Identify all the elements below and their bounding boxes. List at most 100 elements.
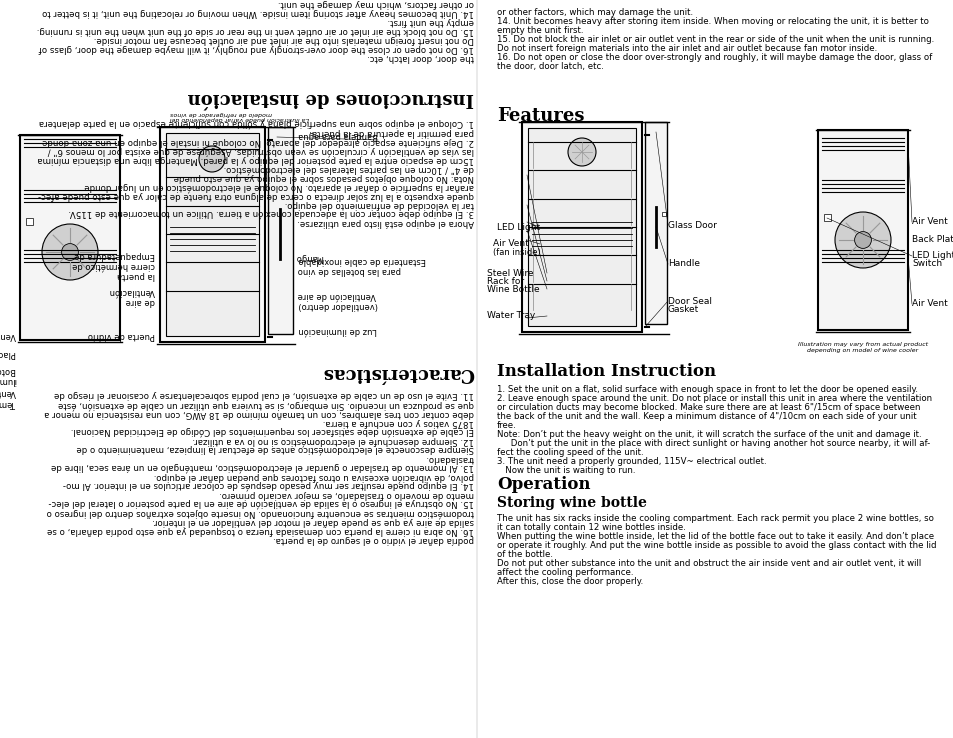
Text: 15. Do not block the air inlet or air outlet vent in the rear or side of the uni: 15. Do not block the air inlet or air ou… xyxy=(497,35,933,44)
Text: or other factors, which may damage the unit.: or other factors, which may damage the u… xyxy=(277,0,474,8)
Text: (fan inside): (fan inside) xyxy=(493,247,540,257)
Text: Switch: Switch xyxy=(911,260,942,269)
Text: 13. Al momento de trasladar o guardar el electrodoméstico, manténgalo en un área: 13. Al momento de trasladar o guardar el… xyxy=(51,463,474,472)
Bar xyxy=(644,122,666,324)
Text: After this, close the door properly.: After this, close the door properly. xyxy=(497,577,642,586)
Text: para las botellas de vino: para las botellas de vino xyxy=(297,266,401,275)
Circle shape xyxy=(567,138,596,166)
Text: Nota: No coloque objetos pesados sobre el equipo ya que esto puede: Nota: No coloque objetos pesados sobre e… xyxy=(173,173,474,182)
Circle shape xyxy=(199,146,225,172)
Text: 2. Leave enough space around the unit. Do not place or install this unit in area: 2. Leave enough space around the unit. D… xyxy=(497,394,931,403)
Text: Features: Features xyxy=(497,107,584,125)
Bar xyxy=(521,122,641,332)
Text: El cable de extensión debe satisfacer los requerimientos del Código de Electrici: El cable de extensión debe satisfacer lo… xyxy=(71,427,474,436)
Text: empty the unit first.: empty the unit first. xyxy=(497,26,583,35)
Bar xyxy=(26,218,33,225)
Text: Ventilación de aire: Ventilación de aire xyxy=(0,331,16,340)
Text: trasladarlo.: trasladarlo. xyxy=(425,454,474,463)
Circle shape xyxy=(42,224,98,280)
Text: cierre hermético de: cierre hermético de xyxy=(72,261,154,270)
Text: the back of the unit and the wall. Keep a minimum distance of 4"/10cm on each si: the back of the unit and the wall. Keep … xyxy=(497,412,916,421)
Text: Note: Don’t put the heavy weight on the unit, it will scratch the surface of the: Note: Don’t put the heavy weight on the … xyxy=(497,430,921,439)
Text: Ventilación de aire: Ventilación de aire xyxy=(297,291,376,300)
Text: empty the unit first.: empty the unit first. xyxy=(387,17,474,26)
Text: que se produzca un incendio. Sin embargo, si se tuviera que utilizar un cable de: que se produzca un incendio. Sin embargo… xyxy=(58,399,474,409)
Bar xyxy=(527,128,636,326)
Text: 16. Do not open or close the door over-strongly and roughly, it will maybe damag: 16. Do not open or close the door over-s… xyxy=(497,53,931,62)
Bar xyxy=(661,212,665,216)
Text: las vías de ventilación y circulación se vean obstruidas. Asegúrese de que exist: las vías de ventilación y circulación se… xyxy=(48,145,474,155)
Text: 1. Set the unit on a flat, solid surface with enough space in front to let the d: 1. Set the unit on a flat, solid surface… xyxy=(497,385,917,394)
Text: 14. Unit becomes heavy after storing item inside. When moving or relocating the : 14. Unit becomes heavy after storing ite… xyxy=(497,17,928,26)
Text: Gasket: Gasket xyxy=(667,305,699,314)
Text: 16. No abra ni cierre la puerta con demasiada fuerza o tosquedad ya que esto pod: 16. No abra ni cierre la puerta con dema… xyxy=(47,526,474,535)
Text: fect the cooling speed of the unit.: fect the cooling speed of the unit. xyxy=(497,448,643,457)
Bar xyxy=(166,133,258,336)
Text: Ventilación: Ventilación xyxy=(0,388,16,397)
Text: de aire: de aire xyxy=(126,297,154,306)
Text: Operation: Operation xyxy=(497,476,590,493)
Text: or other factors, which may damage the unit.: or other factors, which may damage the u… xyxy=(497,8,693,17)
Bar xyxy=(160,127,265,342)
Text: de 4" / 10cm en las partes laterales del electrodoméstico.: de 4" / 10cm en las partes laterales del… xyxy=(223,164,474,173)
Text: Installation Instruction: Installation Instruction xyxy=(497,363,716,380)
Text: Instrucciones de instalación: Instrucciones de instalación xyxy=(188,89,474,107)
Text: salida de aire ya que se puede dañar el motor del ventilador en el interior.: salida de aire ya que se puede dañar el … xyxy=(152,517,474,526)
Text: 15. Do not block the air inlet or air outlet vent in the rear or side of the uni: 15. Do not block the air inlet or air ou… xyxy=(37,26,474,35)
Text: Estantería de cable inoxidable: Estantería de cable inoxidable xyxy=(297,256,425,265)
Text: Handle: Handle xyxy=(667,260,700,269)
Text: 11. Evite el uso de un cable de extensión, el cual podría sobrecalentarse y ocas: 11. Evite el uso de un cable de extensió… xyxy=(54,390,474,400)
Text: Bandeja para agua: Bandeja para agua xyxy=(297,131,377,140)
Text: Illustration may vary from actual product
depending on model of wine cooler: Illustration may vary from actual produc… xyxy=(797,342,927,353)
Text: Back Plate: Back Plate xyxy=(911,235,953,244)
Text: Now the unit is waiting to run.: Now the unit is waiting to run. xyxy=(497,466,635,475)
Text: Rack for: Rack for xyxy=(486,277,523,286)
Text: Puerta de vidrio: Puerta de vidrio xyxy=(88,331,154,340)
Text: 1. Coloque el equipo sobre una superficie plana y sólida con suficiente espacio : 1. Coloque el equipo sobre una superfici… xyxy=(39,119,474,128)
Text: 15. No obstruya el ingreso o la salida de ventilación de aire en la parte poster: 15. No obstruya el ingreso o la salida d… xyxy=(49,498,474,508)
Text: the door, door latch, etc.: the door, door latch, etc. xyxy=(367,53,474,62)
Circle shape xyxy=(854,232,870,249)
Text: mento de moverlo o trasladarlo, es mejor vaciarlo primero.: mento de moverlo o trasladarlo, es mejor… xyxy=(219,490,474,499)
Text: The unit has six racks inside the cooling compartment. Each rack permit you plac: The unit has six racks inside the coolin… xyxy=(497,514,933,523)
Bar xyxy=(20,135,120,340)
Text: Glass Door: Glass Door xyxy=(667,221,716,230)
Text: Air Vent: Air Vent xyxy=(911,218,946,227)
Text: 16. Do not open or close the door over-strongly and roughly, it will maybe damag: 16. Do not open or close the door over-s… xyxy=(39,44,474,53)
Text: When putting the wine bottle inside, let the lid of the bottle face out to take : When putting the wine bottle inside, let… xyxy=(497,532,933,541)
Text: Siempre desconecte el electrodoméstico antes de efectuar la limpieza, mantenimie: Siempre desconecte el electrodoméstico a… xyxy=(76,444,474,454)
Text: 1875 vatios y con enchufe a tierra.: 1875 vatios y con enchufe a tierra. xyxy=(322,418,474,427)
Text: Botón de luz de: Botón de luz de xyxy=(0,366,16,375)
Text: quede expuesto a la luz solar directa o cerca de alguna otra fuente de calor ya : quede expuesto a la luz solar directa o … xyxy=(38,191,474,200)
Circle shape xyxy=(834,212,890,268)
Text: Do not insert foreign materials into the air inlet and air outlet because fan mo: Do not insert foreign materials into the… xyxy=(93,35,474,44)
Text: 12. Siempre desenchufe el electrodoméstico si no lo va a utilizar.: 12. Siempre desenchufe el electrodomésti… xyxy=(193,435,474,445)
Text: 14. Unit becomes heavy after storing item inside. When moving or relocating the : 14. Unit becomes heavy after storing ite… xyxy=(42,8,474,17)
Text: Wine Bottle: Wine Bottle xyxy=(486,285,539,294)
Text: Do not put other substance into the unit and obstruct the air inside vent and ai: Do not put other substance into the unit… xyxy=(497,559,921,568)
Text: affect the cooling performance.: affect the cooling performance. xyxy=(497,568,633,577)
Text: of the bottle.: of the bottle. xyxy=(497,550,553,559)
Text: Temperatura del: Temperatura del xyxy=(0,399,16,408)
Text: Características: Características xyxy=(321,364,474,382)
Text: 15cm de espacio entre la parte posterior del equipo y la pared. Mantenga libre u: 15cm de espacio entre la parte posterior… xyxy=(37,155,474,164)
Text: 14. El equipo puede resultar ser muy pesado después de colocar artículos en el i: 14. El equipo puede resultar ser muy pes… xyxy=(63,480,474,490)
Text: Don’t put the unit in the place with direct sunlight or having another hot sourc: Don’t put the unit in the place with dir… xyxy=(497,439,929,448)
Text: Air Vent: Air Vent xyxy=(911,300,946,308)
Text: Mango: Mango xyxy=(294,253,323,262)
Text: Do not insert foreign materials into the air inlet and air outlet because fan mo: Do not insert foreign materials into the… xyxy=(497,44,877,53)
Text: Placa posterior: Placa posterior xyxy=(0,349,16,358)
Text: or circulation ducts may become blocked. Make sure there are at least 6"/15cm of: or circulation ducts may become blocked.… xyxy=(497,403,920,412)
Text: arañar la superficie o dañar el aparato. No coloque el electrodoméstico en un lu: arañar la superficie o dañar el aparato.… xyxy=(84,182,474,191)
Text: it can totally contain 12 wine bottles inside.: it can totally contain 12 wine bottles i… xyxy=(497,523,685,532)
Text: Ahora el equipo está listo para utilizarse.: Ahora el equipo está listo para utilizar… xyxy=(297,218,474,227)
Text: para permitir la apertura de la puerta.: para permitir la apertura de la puerta. xyxy=(309,128,474,137)
Text: polvo, de vibración excesiva u otros factores que puedan dañar el equipo.: polvo, de vibración excesiva u otros fac… xyxy=(153,472,474,481)
Text: podría dañar el vidrio o el seguro de la puerta.: podría dañar el vidrio o el seguro de la… xyxy=(273,535,474,544)
Text: 3. The unit need a properly grounded, 115V~ electrical outlet.: 3. The unit need a properly grounded, 11… xyxy=(497,457,766,466)
Text: Steel Wire: Steel Wire xyxy=(486,269,533,277)
Text: tar la velocidad de enfriamiento del equipo.: tar la velocidad de enfriamiento del equ… xyxy=(284,200,474,209)
Text: LED Light: LED Light xyxy=(911,252,953,261)
Text: or operate it roughly. And put the wine bottle inside as possible to avoid the g: or operate it roughly. And put the wine … xyxy=(497,541,936,550)
Text: Storing wine bottle: Storing wine bottle xyxy=(497,496,646,510)
